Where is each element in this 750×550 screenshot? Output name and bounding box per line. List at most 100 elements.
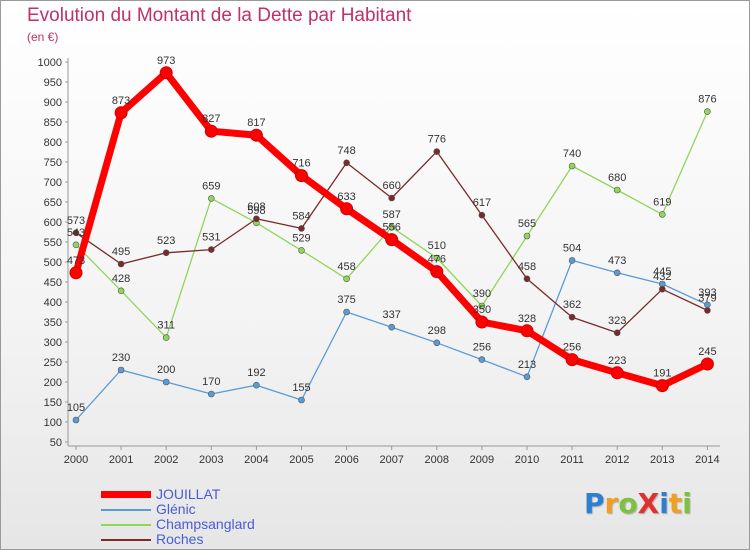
data-point-glénic-2008 xyxy=(433,339,441,347)
logo-letter: i xyxy=(659,487,669,520)
data-label-champsanglard-2010: 565 xyxy=(518,218,536,230)
data-point-jouillat-2002 xyxy=(159,66,173,80)
data-label-roches-2003: 531 xyxy=(202,232,220,244)
data-label-jouillat-2000: 473 xyxy=(67,255,85,267)
data-label-glénic-2014: 393 xyxy=(698,287,716,299)
data-point-jouillat-2003 xyxy=(204,124,218,138)
data-label-champsanglard-2006: 458 xyxy=(337,261,355,273)
data-point-roches-2010 xyxy=(523,275,531,283)
logo-letter: t xyxy=(668,487,683,520)
logo-letter: o xyxy=(618,487,638,520)
data-point-roches-2007 xyxy=(388,194,396,202)
legend-label-jouillat: JOUILLAT xyxy=(156,486,221,502)
data-label-roches-2012: 323 xyxy=(608,315,626,327)
data-point-glénic-2000 xyxy=(72,416,80,424)
data-label-glénic-2006: 375 xyxy=(337,294,355,306)
y-tick-label-250: 250 xyxy=(44,357,62,369)
data-label-jouillat-2009: 350 xyxy=(473,304,491,316)
y-tick-label-700: 700 xyxy=(44,177,62,189)
data-label-roches-2006: 748 xyxy=(337,145,355,157)
legend-label-glénic: Glénic xyxy=(156,501,196,517)
x-tick-label-2012: 2012 xyxy=(605,454,629,466)
data-point-champsanglard-2012 xyxy=(613,186,621,194)
data-point-roches-2001 xyxy=(117,260,125,268)
logo-letter: i xyxy=(682,487,692,520)
data-point-glénic-2009 xyxy=(478,356,486,363)
data-label-glénic-2013: 445 xyxy=(653,266,671,278)
data-point-glénic-2010 xyxy=(523,373,531,381)
data-label-roches-2004: 608 xyxy=(247,201,265,213)
data-point-glénic-2012 xyxy=(613,269,621,277)
data-point-roches-2002 xyxy=(162,249,170,257)
data-label-champsanglard-2008: 510 xyxy=(428,240,446,252)
logo-letter: P xyxy=(584,487,605,520)
data-point-glénic-2004 xyxy=(253,381,260,389)
data-label-glénic-2008: 298 xyxy=(428,325,446,337)
series-line-glénic xyxy=(75,259,708,421)
data-label-champsanglard-2001: 428 xyxy=(112,273,130,285)
data-label-roches-2002: 523 xyxy=(157,235,175,247)
data-label-roches-2011: 362 xyxy=(563,299,581,311)
data-label-glénic-2000: 105 xyxy=(67,402,85,414)
data-point-jouillat-2000 xyxy=(69,266,83,280)
y-tick-label-550: 550 xyxy=(44,237,62,249)
legend-label-roches: Roches xyxy=(156,531,204,547)
x-tick-label-2001: 2001 xyxy=(109,454,133,466)
data-point-champsanglard-2005 xyxy=(298,247,305,254)
data-label-jouillat-2010: 328 xyxy=(518,313,536,325)
x-tick-label-2002: 2002 xyxy=(154,454,178,466)
data-point-roches-2012 xyxy=(613,329,621,337)
data-point-champsanglard-2008 xyxy=(433,254,441,262)
data-label-jouillat-2005: 716 xyxy=(292,158,310,170)
data-label-jouillat-2004: 817 xyxy=(247,117,265,129)
data-label-roches-2014: 379 xyxy=(698,292,716,304)
data-label-champsanglard-2003: 659 xyxy=(202,180,220,192)
data-point-jouillat-2009 xyxy=(475,315,489,329)
data-label-jouillat-2002: 973 xyxy=(157,55,175,67)
data-point-glénic-2011 xyxy=(568,257,576,264)
data-point-roches-2006 xyxy=(343,159,350,167)
data-label-jouillat-2006: 633 xyxy=(337,191,355,203)
data-label-champsanglard-2000: 543 xyxy=(67,227,85,239)
data-label-jouillat-2013: 191 xyxy=(653,368,671,380)
data-label-roches-2001: 495 xyxy=(112,246,130,258)
x-tick-label-2011: 2011 xyxy=(560,454,584,466)
data-point-champsanglard-2010 xyxy=(523,232,531,240)
y-tick-label-800: 800 xyxy=(44,137,62,149)
data-label-champsanglard-2009: 390 xyxy=(473,288,491,300)
data-label-roches-2008: 776 xyxy=(428,134,446,146)
data-label-glénic-2004: 192 xyxy=(247,367,265,379)
y-tick-label-500: 500 xyxy=(44,257,62,269)
data-label-jouillat-2008: 476 xyxy=(428,254,446,266)
y-tick-label-650: 650 xyxy=(44,197,62,209)
data-label-champsanglard-2012: 680 xyxy=(608,172,626,184)
y-tick-label-300: 300 xyxy=(44,337,62,349)
y-tick-label-900: 900 xyxy=(44,97,62,109)
x-tick-label-2014: 2014 xyxy=(695,454,719,466)
data-label-glénic-2002: 200 xyxy=(157,364,175,376)
legend-swatch-glénic xyxy=(101,509,151,511)
data-label-roches-2009: 617 xyxy=(473,197,491,209)
proxiti-logo: ProXiti xyxy=(584,487,692,520)
data-label-glénic-2007: 337 xyxy=(383,309,401,321)
data-point-champsanglard-2009 xyxy=(478,302,486,310)
data-label-jouillat-2014: 245 xyxy=(698,346,716,358)
data-point-jouillat-2008 xyxy=(430,265,444,279)
y-tick-label-1000: 1000 xyxy=(38,57,62,69)
data-point-champsanglard-2003 xyxy=(208,195,215,202)
data-point-roches-2004 xyxy=(253,215,260,223)
data-point-glénic-2001 xyxy=(117,366,125,374)
data-point-jouillat-2012 xyxy=(610,366,624,380)
legend-label-champsanglard: Champsanglard xyxy=(156,516,255,532)
data-label-glénic-2003: 170 xyxy=(202,376,220,388)
data-label-champsanglard-2013: 619 xyxy=(653,196,671,208)
data-point-glénic-2006 xyxy=(343,308,350,316)
y-tick-label-850: 850 xyxy=(44,117,62,129)
y-tick-label-50: 50 xyxy=(50,437,62,449)
data-point-glénic-2002 xyxy=(162,378,170,386)
chart-title: Evolution du Montant de la Dette par Hab… xyxy=(27,5,412,26)
data-point-roches-2009 xyxy=(478,211,486,219)
logo-letter: r xyxy=(604,487,619,520)
